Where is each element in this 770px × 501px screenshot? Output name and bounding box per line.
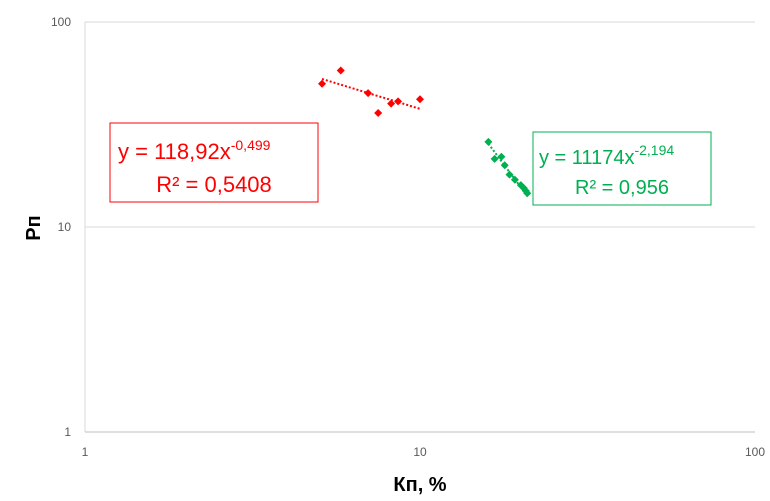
data-point-series-1 — [394, 97, 403, 106]
equation-box-series-2: y = 11174x-2,194 R² = 0,956 — [532, 131, 712, 206]
y-tick-label: 1 — [64, 425, 71, 439]
y-axis-title: Рп — [23, 215, 45, 240]
trendline-series-1 — [321, 78, 421, 110]
trend-equation: y = 11174x-2,194 — [539, 142, 674, 169]
data-point-series-1 — [374, 108, 383, 117]
data-point-series-1 — [364, 89, 373, 98]
y-tick-label: 100 — [51, 15, 71, 29]
trend-equation: y = 118,92x-0,499 — [118, 137, 271, 164]
axes — [84, 22, 755, 433]
equation-box-series-1: y = 118,92x-0,499 R² = 0,5408 — [109, 122, 319, 203]
data-point-series-2 — [505, 170, 514, 179]
data-point-series-1 — [416, 95, 424, 104]
equation-box-border — [109, 122, 319, 203]
x-tick-label: 100 — [745, 445, 765, 459]
data-point-series-2 — [497, 152, 506, 161]
equation-box-border — [532, 131, 712, 206]
trend-r-squared: R² = 0,5408 — [156, 172, 272, 197]
trend-r-squared: R² = 0,956 — [575, 177, 669, 199]
x-tick-label: 10 — [413, 445, 427, 459]
trendlines — [321, 78, 529, 197]
x-tick-label: 1 — [82, 445, 89, 459]
data-point-series-2 — [510, 175, 519, 184]
trendline-series-2 — [487, 143, 529, 197]
data-point-series-1 — [387, 99, 396, 108]
data-point-series-2 — [484, 137, 493, 146]
data-point-series-2 — [523, 189, 532, 198]
tick-labels: 1 10 100 1 10 100 — [51, 15, 765, 459]
data-point-series-1 — [336, 66, 345, 75]
x-axis-title: Кп, % — [393, 474, 446, 496]
data-point-series-1 — [318, 79, 327, 88]
data-points — [318, 66, 532, 198]
data-point-series-2 — [500, 161, 509, 170]
data-point-series-2 — [490, 154, 499, 163]
gridlines — [85, 21, 755, 433]
y-tick-label: 10 — [58, 220, 72, 234]
